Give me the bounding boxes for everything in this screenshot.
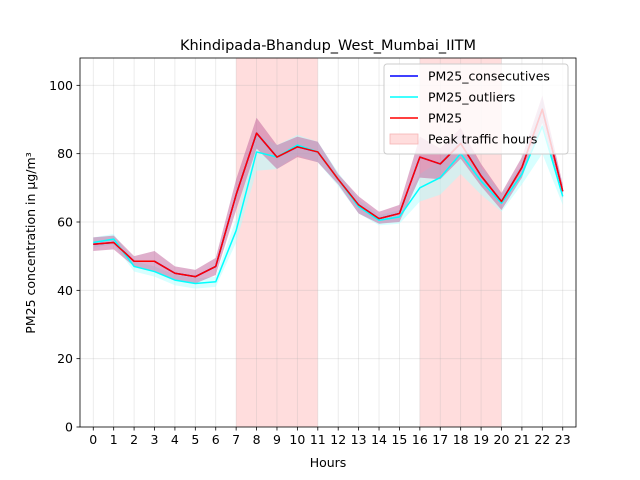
legend-label: PM25_consecutives [428,69,550,84]
x-tick-label: 19 [473,432,489,447]
legend-label: Peak traffic hours [428,132,537,147]
x-axis-label: Hours [310,455,347,470]
axes-frame [79,57,577,428]
x-tick-label: 12 [330,432,346,447]
peak-band-0 [236,58,318,427]
legend-frame [383,63,569,155]
x-tick-label: 18 [453,432,469,447]
x-tick-label: 15 [391,432,407,447]
y-tick-label: 40 [57,283,73,298]
x-tick-label: 2 [130,432,138,447]
x-tick-label: 7 [232,432,240,447]
x-tick-label: 0 [89,432,97,447]
x-tick-label: 3 [151,432,159,447]
x-tick-label: 11 [310,432,326,447]
legend-swatch-peak-traffic [389,133,419,145]
x-tick-label: 20 [494,432,510,447]
x-tick-label: 1 [110,432,118,447]
y-tick-label: 60 [57,215,73,230]
x-tick-label: 16 [412,432,428,447]
x-tick-label: 10 [289,432,305,447]
x-tick-label: 8 [253,432,261,447]
confidence-band-PM25 [93,95,563,284]
confidence-band-PM25_outliers [93,99,563,289]
y-tick-label: 100 [49,78,73,93]
x-tick-label: 6 [212,432,220,447]
x-tick-label: 21 [514,432,530,447]
legend: PM25_consecutives PM25_outliers PM25 Peak t… [383,63,569,155]
x-tick-label: 14 [371,432,387,447]
x-tick-label: 13 [351,432,367,447]
x-tick-label: 17 [432,432,448,447]
chart-title: Khindipada-Bhandup_West_Mumbai_IITM [180,38,476,54]
y-tick-label: 80 [57,146,73,161]
x-tick-label: 4 [171,432,179,447]
x-tick-label: 9 [273,432,281,447]
x-tick-label: 23 [555,432,571,447]
legend-label: PM25 [428,111,462,126]
y-tick-label: 0 [65,420,73,435]
legend-label: PM25_outliers [428,90,515,105]
series-line-PM25 [93,108,564,278]
x-tick-label: 5 [191,432,199,447]
y-axis-label: PM25 concentration in µg/m³ [23,152,38,333]
x-tick-label: 22 [534,432,550,447]
y-tick-label: 20 [57,351,73,366]
